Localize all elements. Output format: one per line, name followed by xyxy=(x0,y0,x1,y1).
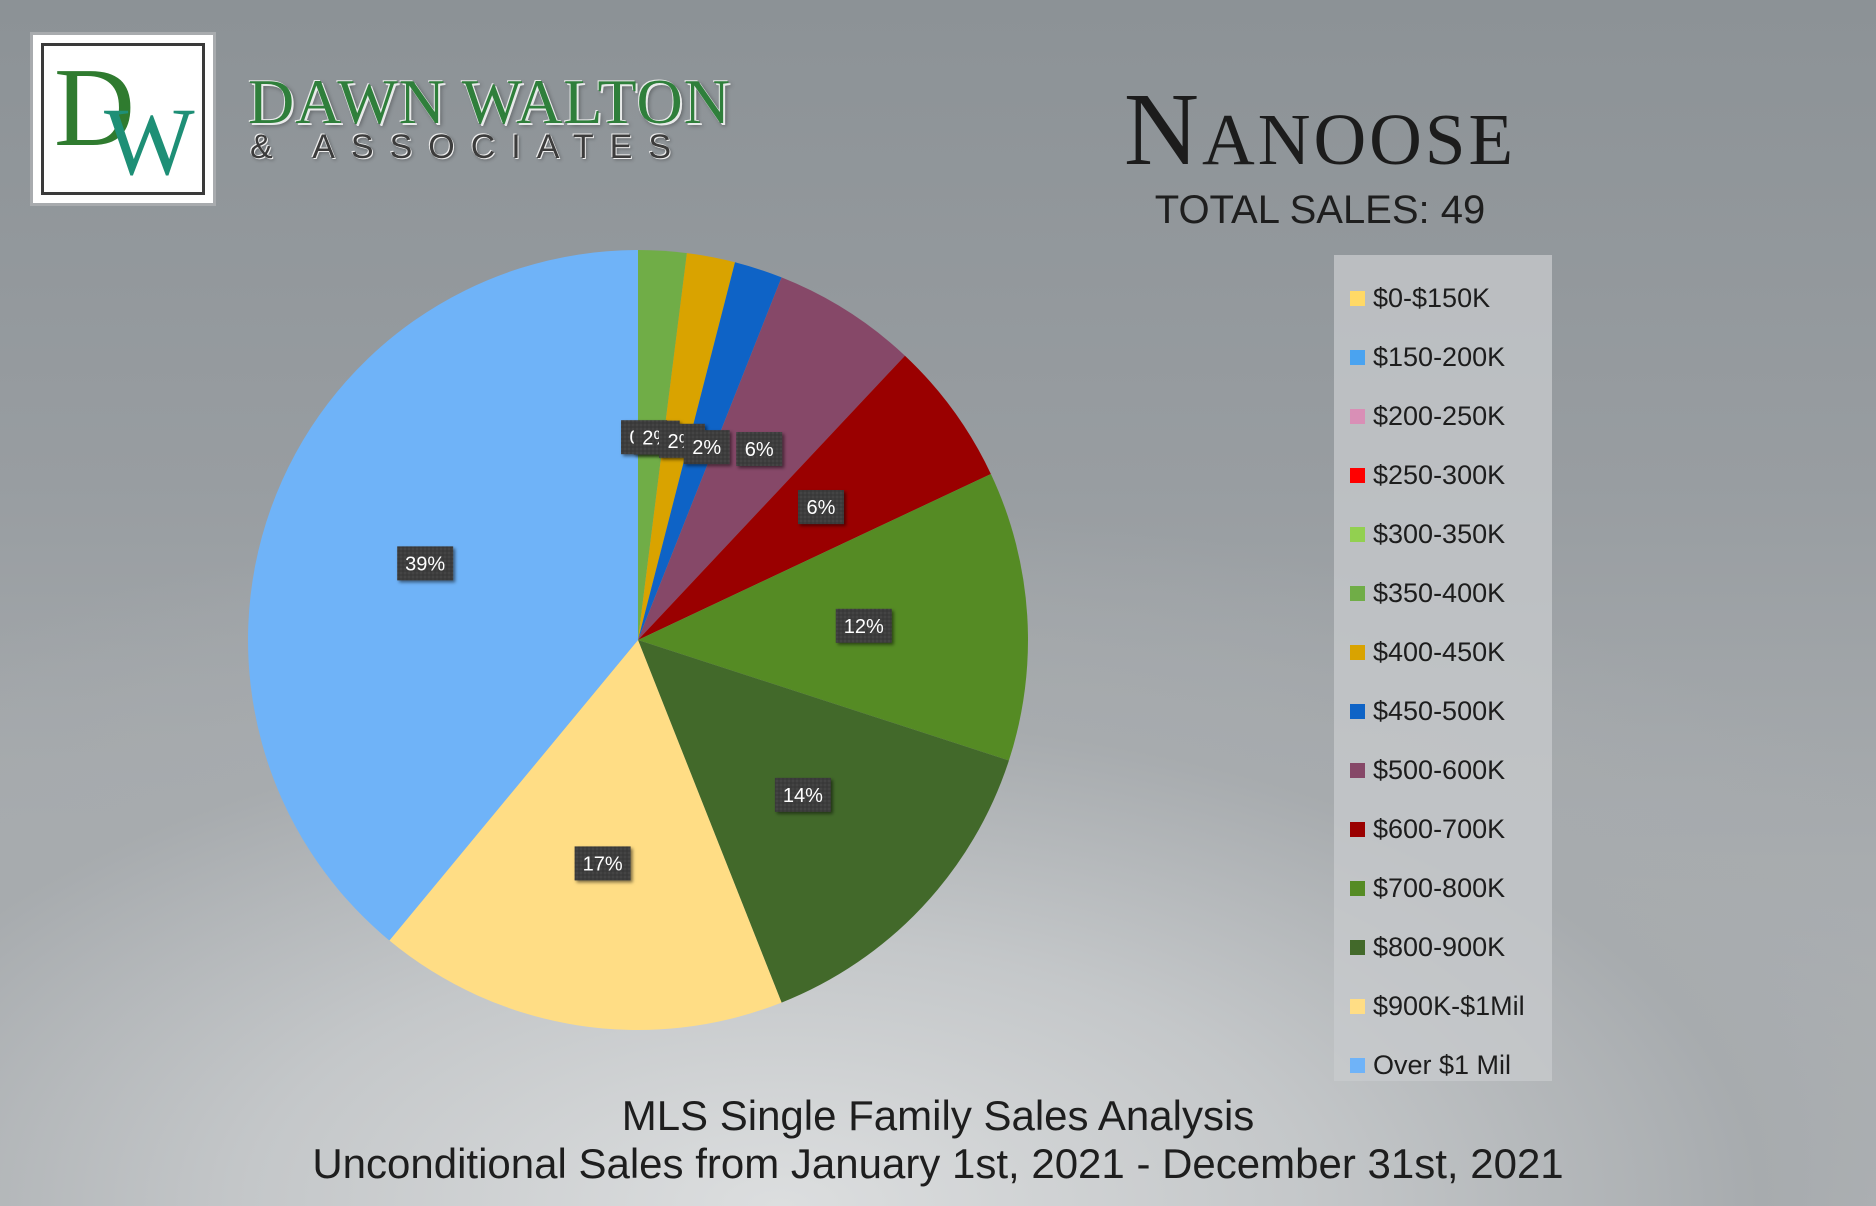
data-label-box xyxy=(397,546,454,581)
legend-label: $350-400K xyxy=(1373,578,1506,608)
legend-label: $150-200K xyxy=(1373,342,1506,372)
pie-slice xyxy=(247,250,638,941)
data-label-box xyxy=(797,490,844,525)
legend-item: $300-350K xyxy=(1334,505,1552,564)
data-label-text: 17% xyxy=(583,853,623,875)
legend-item: $800-900K xyxy=(1334,918,1552,977)
legend-swatch xyxy=(1350,645,1365,660)
data-label: 12% xyxy=(835,608,892,643)
legend-swatch xyxy=(1350,586,1365,601)
legend-label: $450-500K xyxy=(1373,696,1506,726)
legend-item: $400-450K xyxy=(1334,623,1552,682)
legend-swatch xyxy=(1350,527,1365,542)
pie-slice xyxy=(638,640,1009,1003)
footer-line-1: MLS Single Family Sales Analysis xyxy=(621,1092,1255,1139)
data-label: 2% xyxy=(683,430,730,465)
data-label-text: 2% xyxy=(692,437,721,459)
legend-item: $250-300K xyxy=(1334,446,1552,505)
legend-swatch xyxy=(1350,291,1365,306)
legend-swatch xyxy=(1350,704,1365,719)
legend-label: $250-300K xyxy=(1373,460,1506,490)
pie-data-labels: 0%2%2%2%6%6%12%14%17%39% xyxy=(397,420,892,881)
legend-swatch xyxy=(1350,1058,1365,1073)
data-label-text: 39% xyxy=(405,553,445,575)
legend-label: $400-450K xyxy=(1373,637,1506,667)
data-label-box xyxy=(774,777,831,812)
data-label: 17% xyxy=(574,846,631,881)
legend-label: $500-600K xyxy=(1373,755,1506,785)
logo-frame: D W xyxy=(41,43,205,195)
pie-slice xyxy=(638,473,1028,761)
data-label-text: 12% xyxy=(844,616,884,638)
legend-label: $600-700K xyxy=(1373,814,1506,844)
data-label-box xyxy=(835,608,892,643)
data-label-box xyxy=(683,430,730,465)
data-label: 6% xyxy=(797,490,844,525)
legend-label: $300-350K xyxy=(1373,519,1506,549)
data-label: 14% xyxy=(774,777,831,812)
data-label: 6% xyxy=(736,432,783,467)
legend-item: $500-600K xyxy=(1334,741,1552,800)
legend-label: $800-900K xyxy=(1373,932,1506,962)
legend-swatch xyxy=(1350,409,1365,424)
legend-item: $0-$150K xyxy=(1334,269,1552,328)
data-label-text: 14% xyxy=(783,785,823,807)
logo: D W xyxy=(30,32,216,206)
pie-slices xyxy=(247,250,1028,1030)
logo-letter-w: W xyxy=(104,88,195,195)
legend-swatch xyxy=(1350,350,1365,365)
chart-title: Nanoose xyxy=(1123,72,1517,187)
legend-swatch xyxy=(1350,822,1365,837)
legend-item: $600-700K xyxy=(1334,800,1552,859)
legend-swatch xyxy=(1350,763,1365,778)
chart-subtitle: TOTAL SALES: 49 xyxy=(1154,188,1486,232)
chart-legend: $0-$150K $150-200K $200-250K $250-300K $300-… xyxy=(1334,255,1552,1081)
legend-swatch xyxy=(1350,468,1365,483)
logo-letter-d: D xyxy=(54,46,135,170)
pie-slice xyxy=(389,640,782,1030)
data-label-text: 6% xyxy=(807,497,836,519)
legend-item: $150-200K xyxy=(1334,328,1552,387)
data-label: 39% xyxy=(397,546,454,581)
legend-item: $700-800K xyxy=(1334,859,1552,918)
data-label-box xyxy=(736,432,783,467)
legend-label: $700-800K xyxy=(1373,873,1506,903)
legend-label: $0-$150K xyxy=(1373,283,1491,313)
legend-item: $900K-$1Mil xyxy=(1334,977,1552,1036)
legend-item: $200-250K xyxy=(1334,387,1552,446)
legend-label: $900K-$1Mil xyxy=(1373,991,1525,1021)
legend-item: $450-500K xyxy=(1334,682,1552,741)
brand-name: DAWN WALTON xyxy=(248,66,731,137)
legend-label: Over $1 Mil xyxy=(1373,1050,1512,1080)
footer-line-2: Unconditional Sales from January 1st, 20… xyxy=(312,1140,1564,1187)
legend-item: $350-400K xyxy=(1334,564,1552,623)
data-label-box xyxy=(574,846,631,881)
data-label-text: 6% xyxy=(745,439,774,461)
legend-swatch xyxy=(1350,881,1365,896)
legend-item: Over $1 Mil xyxy=(1334,1036,1552,1095)
brand-subtitle: & ASSOCIATES xyxy=(250,128,688,166)
legend-swatch xyxy=(1350,940,1365,955)
legend-label: $200-250K xyxy=(1373,401,1506,431)
legend-swatch xyxy=(1350,999,1365,1014)
